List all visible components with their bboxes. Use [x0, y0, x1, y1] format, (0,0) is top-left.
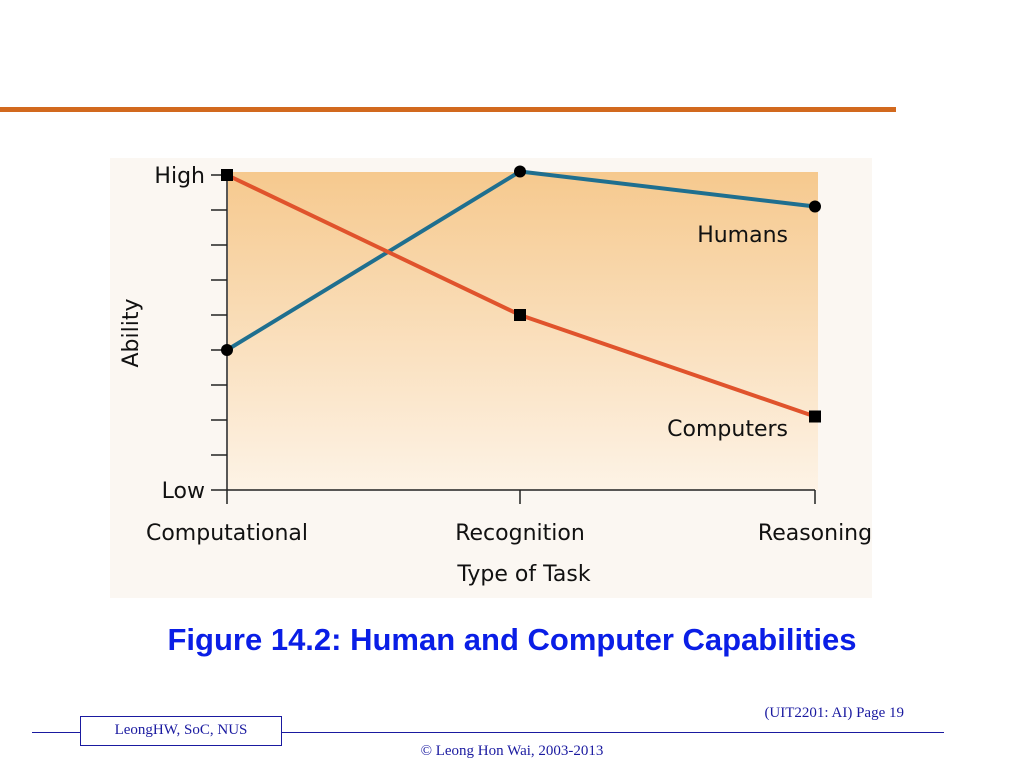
x-axis-title: Type of Task — [456, 562, 590, 587]
footer-divider — [32, 732, 944, 733]
point-computers — [221, 169, 233, 181]
author-box: LeongHW, SoC, NUS — [80, 716, 282, 746]
point-humans — [221, 344, 233, 356]
y-tick-label-high: High — [154, 164, 205, 189]
x-tick-label: Computational — [146, 521, 308, 546]
copyright-notice: © Leong Hon Wai, 2003-2013 — [420, 743, 604, 759]
y-axis-title: Ability — [119, 299, 144, 368]
series-label-computers: Computers — [667, 417, 788, 442]
point-computers — [809, 410, 821, 423]
title-divider — [0, 107, 896, 112]
y-tick-label-low: Low — [162, 479, 205, 504]
point-computers — [514, 309, 526, 321]
point-humans — [809, 200, 821, 213]
series-label-humans: Humans — [697, 223, 788, 248]
x-tick-label: Reasoning — [758, 521, 872, 546]
figure-caption: Figure 14.2: Human and Computer Capabili… — [167, 622, 857, 657]
plot-area — [228, 172, 818, 490]
x-tick-label: Recognition — [455, 521, 585, 546]
ability-chart: High Low Computational Recognition Reasoning… — [110, 158, 872, 598]
page-reference: (UIT2201: AI) Page 19 — [764, 705, 904, 721]
point-humans — [514, 165, 526, 178]
